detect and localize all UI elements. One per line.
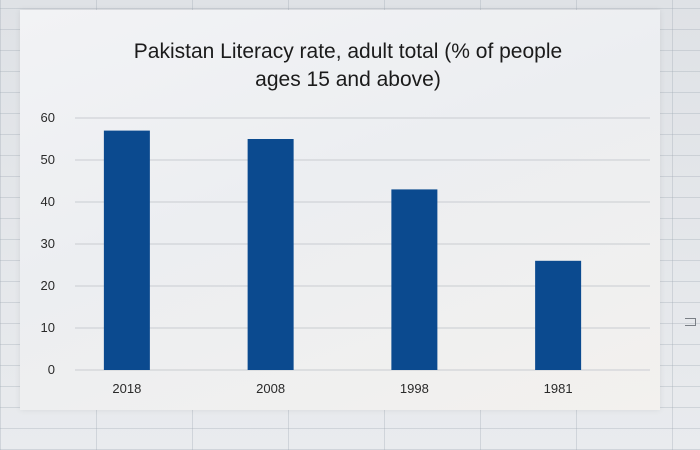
- chart-title-line-1: Pakistan Literacy rate, adult total (% o…: [134, 40, 562, 63]
- chart-area[interactable]: Pakistan Literacy rate, adult total (% o…: [20, 10, 660, 410]
- bar-2008[interactable]: [247, 139, 294, 370]
- x-tick-label-1981: 1981: [544, 381, 573, 396]
- y-tick-label-20: 20: [41, 278, 55, 293]
- window-edge-marker: [685, 318, 696, 326]
- bar-2018[interactable]: [103, 130, 150, 370]
- x-tick-label-2018: 2018: [112, 381, 141, 396]
- y-tick-label-40: 40: [41, 194, 55, 209]
- bar-chart: Pakistan Literacy rate, adult total (% o…: [41, 40, 650, 396]
- x-tick-label-2008: 2008: [256, 381, 285, 396]
- y-tick-label-10: 10: [41, 320, 55, 335]
- bar-1981[interactable]: [535, 260, 582, 370]
- y-axis-ticks: 0 10 20 30 40 50 60: [41, 110, 55, 377]
- bars: [103, 130, 582, 370]
- bar-1998[interactable]: [391, 189, 438, 370]
- x-tick-label-1998: 1998: [400, 381, 429, 396]
- y-tick-label-50: 50: [41, 152, 55, 167]
- y-tick-label-60: 60: [41, 110, 55, 125]
- x-axis-ticks: 2018 2008 1998 1981: [112, 381, 572, 396]
- y-tick-label-0: 0: [48, 362, 55, 377]
- chart-title-line-2: ages 15 and above): [255, 68, 441, 91]
- gridlines: [75, 117, 650, 371]
- y-tick-label-30: 30: [41, 236, 55, 251]
